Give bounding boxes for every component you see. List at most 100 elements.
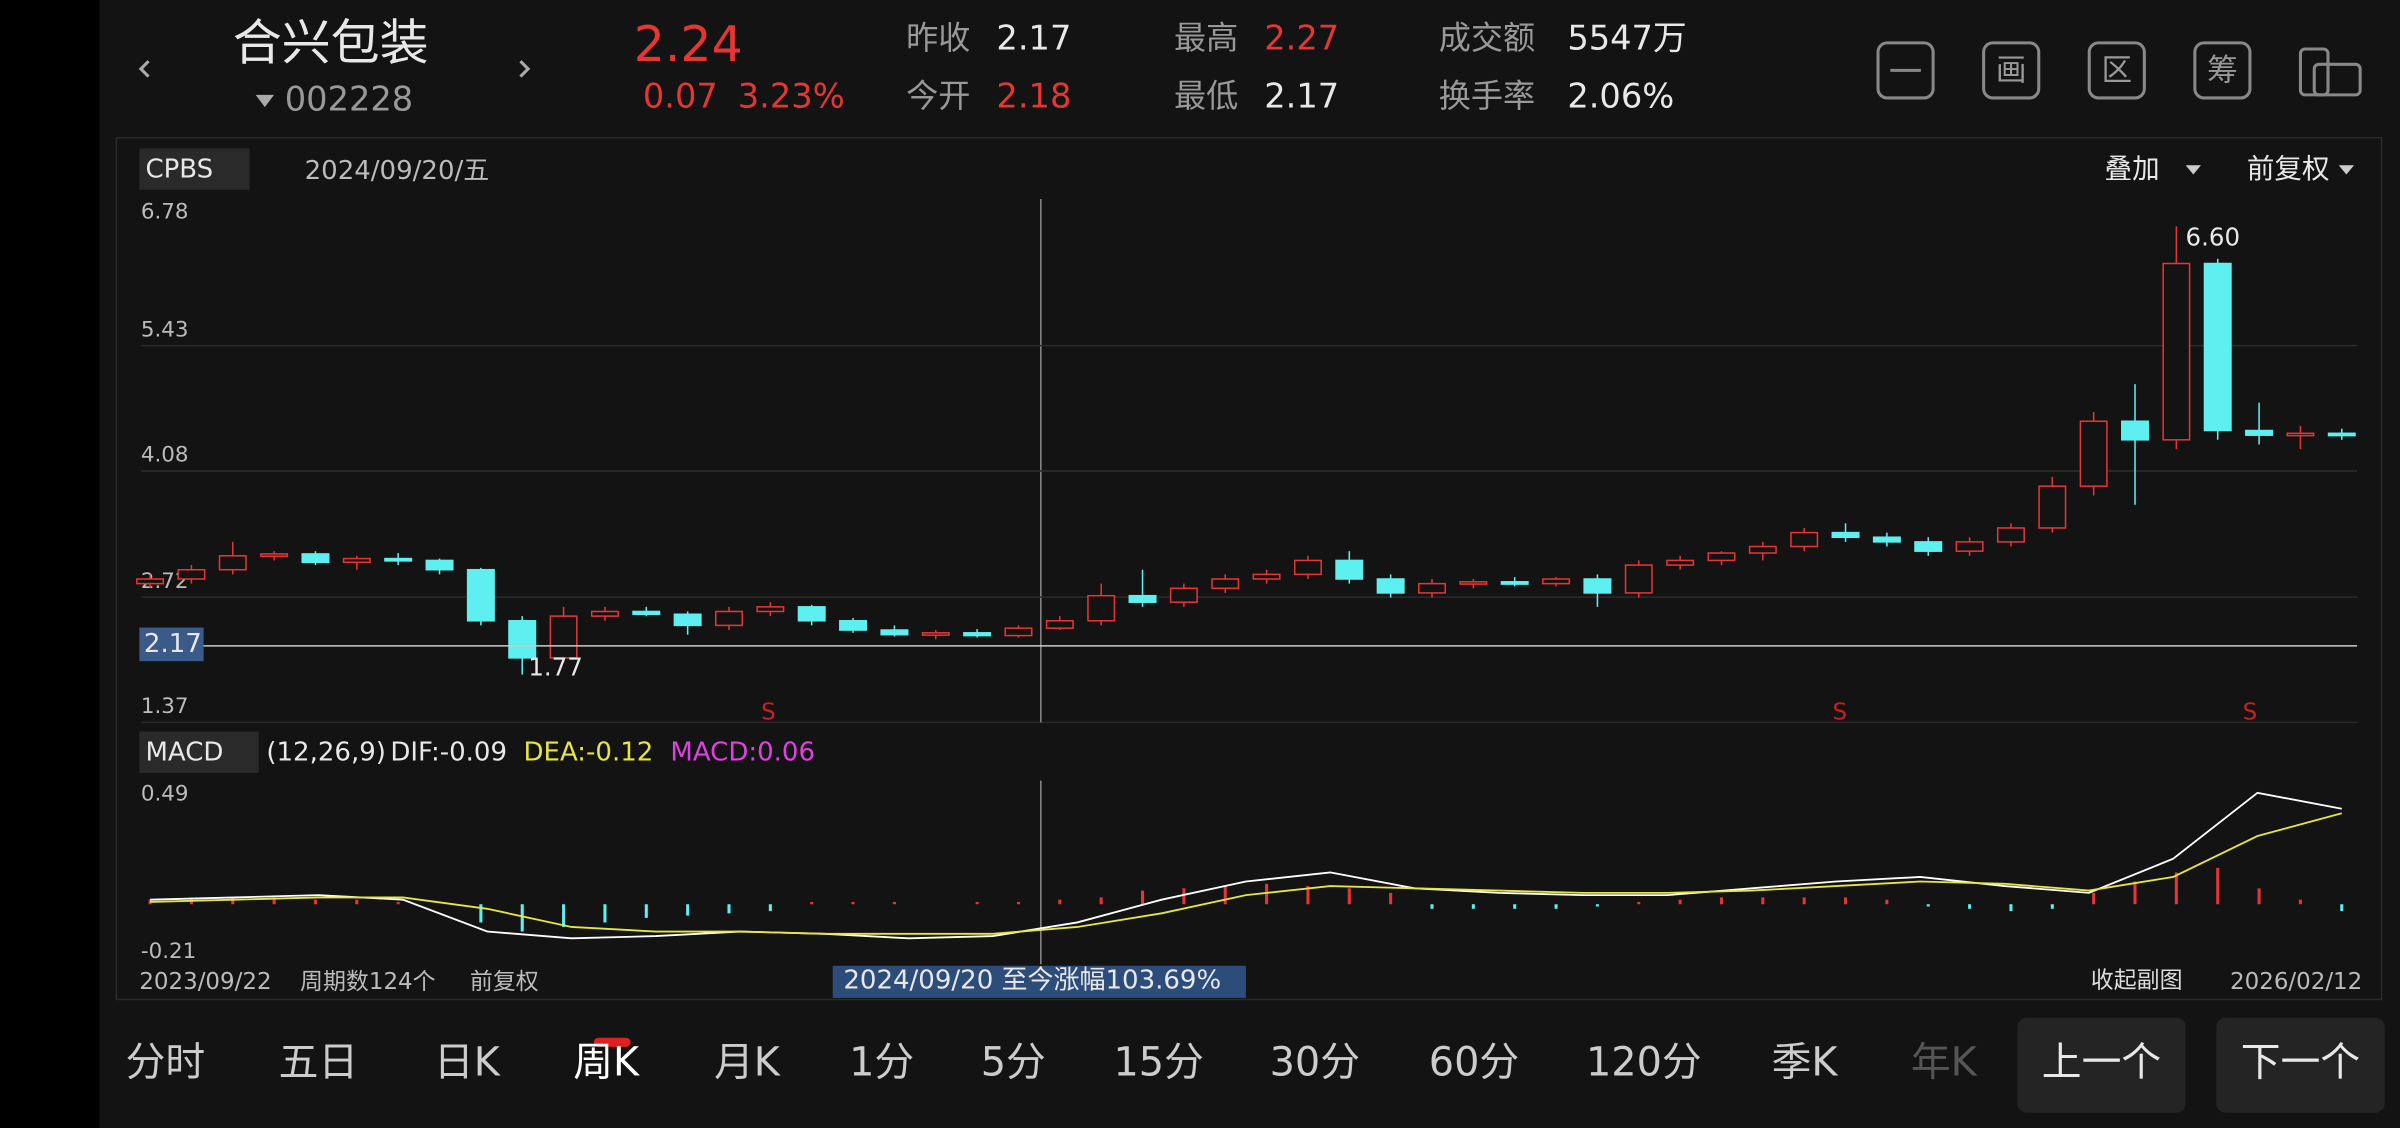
icon-minus[interactable] [1876,41,1935,100]
stat-label: 最低 [1174,77,1238,115]
stat-value: 2.27 [1264,18,1339,57]
tool-icon-label: 画 [1996,53,2027,88]
timeframe-tab[interactable]: 60分 [1429,1040,1519,1086]
active-tab-underline [593,1037,631,1047]
signal-mark: S [761,700,776,726]
periods: 周期数124个 [300,969,436,995]
candle-body [1335,559,1364,580]
candle-body [508,619,537,659]
icon-rotate[interactable] [2298,47,2330,97]
candle-body [1211,578,1240,590]
timeframe-tab[interactable]: 30分 [1270,1040,1360,1086]
candle-body [2038,485,2067,529]
candle-body [715,610,743,627]
end-date: 2026/02/12 [2230,969,2362,995]
macd-button[interactable] [139,731,259,773]
stock-name: 合兴包装 [233,14,429,71]
y-tick-label: 1.37 [141,694,189,719]
icon-rotate-b [2312,62,2362,97]
candle-body [1624,564,1653,594]
timeframe-tab[interactable]: 季K [1772,1040,1839,1086]
candle-body [1831,531,1860,539]
indicator-button[interactable] [139,148,250,190]
nav-button[interactable] [2017,1017,2186,1113]
tool-icon-label: 筹 [2207,53,2238,88]
overlay-menu[interactable]: 叠加 [2105,153,2160,185]
change-pct: 3.23% [738,76,845,115]
last-price-tag [139,627,204,662]
candle-body [1169,587,1198,603]
candle-body [1087,594,1116,622]
macd-tick-label: 0.49 [141,781,189,806]
timeframe-tab[interactable]: 月K [714,1040,781,1086]
nav-button-label: 上一个 [2042,1040,2161,1086]
candle-body [301,553,330,564]
gain-tag [832,965,1246,998]
candle-body [1914,541,1943,552]
stat-label: 换手率 [1439,77,1535,115]
candle-body [880,629,909,636]
timeframe-tab[interactable]: 分时 [126,1040,206,1086]
macd-dea: DEA:-0.12 [524,738,654,768]
candle-body [136,578,165,585]
candle-body [2162,262,2191,441]
macd-value: MACD:0.06 [670,738,815,768]
macd-params: (12,26,9) [266,738,386,768]
candle-body [1748,545,1777,554]
y-tick-label: 4.08 [141,443,189,468]
candle-body [1293,559,1322,576]
candle-body [1707,552,1736,562]
candle-body [218,555,247,571]
timeframe-tab[interactable]: 120分 [1586,1040,1702,1086]
tool-icon[interactable] [2087,41,2146,100]
candle-body [839,619,868,631]
code-dropdown[interactable] [255,94,275,108]
candle-body [921,632,950,636]
candle-body [1376,578,1405,594]
candle-body [1955,541,1984,552]
candle-body [2079,420,2108,487]
y-tick-label: 6.78 [141,200,189,225]
stat-value: 5547万 [1567,18,1686,57]
candle-body [1583,578,1612,594]
footer-adjust: 前复权 [470,969,539,995]
indicator-label: CPBS [145,154,213,184]
crosshair-date: 2024/09/20/五 [305,156,490,186]
nav-button[interactable] [2216,1017,2385,1113]
timeframe-tab[interactable]: 日K [434,1040,501,1086]
candle-body [384,557,413,562]
candle-body [1790,531,1819,548]
timeframe-tab[interactable]: 年K [1911,1040,1978,1086]
timeframe-tab[interactable]: 五日 [279,1040,359,1086]
stock-code: 002228 [285,80,413,119]
collapse-button[interactable]: 收起副图 [2091,968,2183,994]
timeframe-tab[interactable]: 5分 [981,1040,1046,1086]
candle-body [632,610,661,616]
tool-icon[interactable] [1982,41,2041,100]
timeframe-tab[interactable]: 15分 [1113,1040,1203,1086]
candle-body [1252,573,1281,580]
candle-body [2245,429,2274,436]
next-arrow[interactable] [519,60,531,78]
last-price-label: 2.17 [144,629,202,659]
stat-value: 2.17 [996,18,1071,57]
timeframe-tab[interactable]: 1分 [849,1040,914,1086]
nav-button-label: 下一个 [2241,1040,2360,1086]
gain-label: 2024/09/20 至今涨幅103.69% [843,966,1221,996]
candle-body [2327,432,2356,437]
candle-body [549,615,578,659]
change: 0.07 [643,76,718,115]
adjust-menu[interactable]: 前复权 [2247,153,2330,185]
stat-label: 今开 [906,77,970,115]
candle-body [1128,594,1157,603]
timeframe-tab[interactable]: 周K [573,1040,640,1086]
candle-body [590,610,619,617]
prev-arrow[interactable] [138,60,150,78]
price: 2.24 [634,16,743,73]
candle-body [2286,432,2315,437]
candle-body [466,568,495,622]
candle-body [797,606,826,622]
tool-icon[interactable] [2193,41,2252,100]
